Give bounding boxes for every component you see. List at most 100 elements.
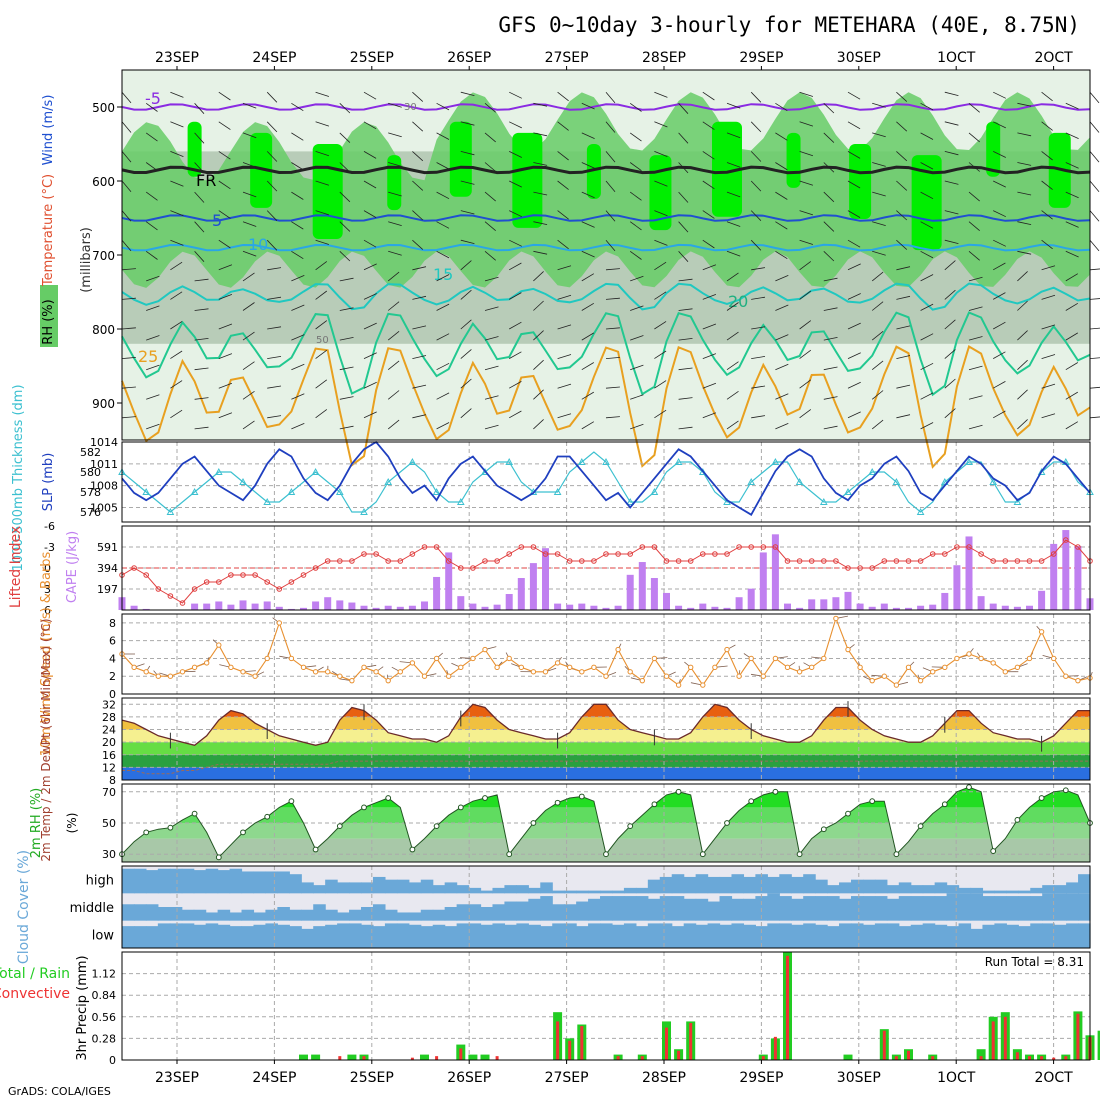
wind-barb: [121, 239, 132, 252]
wind-barb: [315, 121, 330, 127]
wind-barb: [339, 425, 354, 430]
wind-barb: [315, 320, 328, 330]
rh-point: [699, 851, 706, 858]
cloud-cell-high: [552, 890, 565, 894]
li-point: [736, 544, 742, 550]
wind-barb: [363, 263, 377, 271]
wind-barb: [170, 180, 184, 187]
wind-barb: [654, 239, 668, 246]
wind-barb: [146, 275, 160, 282]
rh-point: [893, 851, 900, 858]
wind-barb: [1089, 268, 1100, 271]
wind-barb: [920, 132, 934, 140]
wind-barb: [605, 151, 616, 163]
wind-point: [143, 669, 149, 675]
wind-barb: [170, 91, 184, 98]
wind-barb: [1041, 294, 1056, 300]
thickness-axis-label: 1000-500mb Thickness (dm): [11, 384, 26, 571]
wind-barb: [944, 378, 956, 389]
wind-barb: [460, 408, 472, 419]
cloud-cell-low: [277, 924, 290, 948]
wind-point: [385, 677, 391, 684]
li-point: [458, 565, 464, 571]
cloud-cell-high: [994, 890, 1007, 894]
wind-barb: [1017, 389, 1028, 400]
precip-total-bar: [480, 1054, 490, 1060]
thickness-point: [1037, 467, 1046, 475]
thickness-point: [505, 457, 514, 465]
cloud-cell-low: [922, 923, 936, 948]
wind-barb: [484, 365, 499, 371]
cape-axis-label: CAPE (J/kg): [65, 531, 80, 603]
cloud-cell-high: [958, 887, 972, 894]
wind-barb: [847, 210, 861, 218]
precip-convective-bar: [665, 1027, 668, 1060]
isotherm-20: [121, 311, 1091, 397]
cloud-cell-low: [982, 924, 995, 948]
cloud-cell-high: [611, 890, 625, 894]
wind-barb: [1089, 210, 1100, 222]
wind-barb: [170, 210, 184, 217]
cloud-cell-low: [408, 924, 422, 948]
cape-bar: [360, 605, 368, 610]
wind-barb: [121, 268, 136, 271]
wind-point: [784, 664, 791, 671]
wind-barb: [847, 381, 861, 389]
wind-barb: [678, 103, 689, 114]
cloud-cell-low: [432, 924, 446, 948]
li-point: [433, 544, 440, 550]
wind-barb: [993, 381, 1006, 389]
cloud-cell-middle: [193, 909, 207, 921]
cape-bar: [566, 604, 574, 610]
wind-barb: [823, 337, 838, 341]
cape-bar: [929, 604, 937, 610]
cloud-cell-middle: [886, 898, 900, 921]
wind-barb: [702, 323, 717, 330]
wind-barb: [533, 300, 544, 311]
wind-point: [421, 673, 428, 679]
wind-barb: [654, 321, 667, 330]
wind-barb: [267, 296, 282, 300]
wind-barb: [872, 221, 886, 226]
wind-barb: [557, 383, 572, 389]
wind-barb: [1017, 330, 1028, 341]
cape-tick-label: 591: [97, 541, 118, 554]
wind-barb: [436, 422, 450, 430]
cloud-cell-low: [325, 924, 338, 948]
cloud-cell-low: [384, 923, 398, 948]
rh-point: [409, 846, 416, 853]
wind-barb: [242, 250, 257, 257]
wind-point: [796, 669, 803, 675]
wind-barb: [993, 239, 1006, 247]
cape-bar: [251, 603, 259, 610]
wind-barb: [993, 351, 1006, 359]
thickness-point: [916, 507, 925, 515]
wind-barb: [242, 331, 255, 341]
cloud-cell-high: [850, 879, 864, 894]
cloud-cell-high: [516, 885, 529, 894]
wind-point: [252, 673, 258, 679]
date-label-bottom: 25SEP: [350, 1070, 394, 1086]
wind-barb: [726, 250, 741, 257]
wind-barb: [412, 414, 427, 419]
wind-barb: [775, 191, 788, 200]
li-point: [1063, 537, 1069, 543]
wind-barb: [533, 102, 548, 107]
cloud-cell-high: [659, 876, 673, 894]
cloud-cell-low: [205, 923, 219, 948]
cloud-cell-high: [122, 868, 135, 894]
thickness-tick-label: 578: [80, 486, 101, 499]
li-point: [421, 544, 428, 550]
cape-bar: [675, 605, 683, 610]
precip-tick-label: 0: [109, 1054, 116, 1067]
wind-barb: [872, 191, 886, 197]
rh-point: [385, 795, 392, 801]
rh-point: [820, 826, 827, 833]
wind-barb: [629, 191, 642, 201]
cloud-cell-low: [659, 923, 673, 948]
wind-barb: [872, 250, 886, 256]
wind-barb: [533, 389, 544, 400]
wind-point: [627, 669, 633, 675]
date-label-top: 28SEP: [642, 50, 686, 66]
wind-barb: [944, 349, 956, 359]
